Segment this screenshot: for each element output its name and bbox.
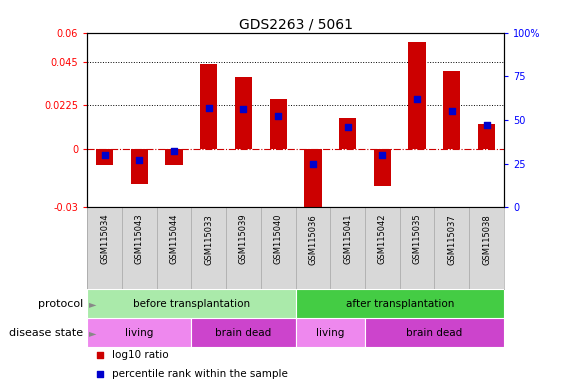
Bar — [296, 290, 504, 318]
Point — [169, 148, 178, 154]
Bar — [469, 207, 504, 290]
Text: before transplantation: before transplantation — [133, 299, 250, 309]
Bar — [330, 207, 365, 290]
Bar — [122, 207, 157, 290]
Text: GSM115040: GSM115040 — [274, 214, 283, 264]
Bar — [87, 318, 191, 347]
Point — [204, 105, 213, 111]
Text: after transplantation: after transplantation — [346, 299, 454, 309]
Text: protocol: protocol — [38, 299, 83, 309]
Bar — [365, 318, 504, 347]
Point — [309, 161, 318, 167]
Text: GSM115035: GSM115035 — [413, 214, 422, 265]
Bar — [235, 77, 252, 149]
Text: percentile rank within the sample: percentile rank within the sample — [112, 369, 288, 379]
Text: GSM115041: GSM115041 — [343, 214, 352, 264]
Bar — [87, 290, 296, 318]
Bar — [435, 207, 469, 290]
Bar — [191, 318, 296, 347]
Text: ►: ► — [90, 328, 97, 338]
Bar — [226, 207, 261, 290]
Point — [95, 371, 104, 377]
Text: GSM115039: GSM115039 — [239, 214, 248, 265]
Bar — [96, 149, 113, 165]
Point — [343, 124, 352, 130]
Bar — [270, 99, 287, 149]
Bar — [157, 207, 191, 290]
Bar — [408, 42, 426, 149]
Point — [135, 157, 144, 163]
Bar — [374, 149, 391, 186]
Point — [413, 96, 422, 102]
Text: GSM115033: GSM115033 — [204, 214, 213, 265]
Point — [482, 122, 491, 128]
Point — [100, 152, 109, 158]
Text: living: living — [125, 328, 154, 338]
Bar — [261, 207, 296, 290]
Text: log10 ratio: log10 ratio — [112, 350, 169, 360]
Bar — [191, 207, 226, 290]
Text: GSM115038: GSM115038 — [482, 214, 491, 265]
Title: GDS2263 / 5061: GDS2263 / 5061 — [239, 18, 352, 31]
Text: GSM115036: GSM115036 — [309, 214, 318, 265]
Bar — [304, 149, 321, 213]
Bar — [166, 149, 183, 165]
Bar — [87, 207, 122, 290]
Text: ►: ► — [90, 299, 97, 309]
Bar — [296, 318, 365, 347]
Bar — [365, 207, 400, 290]
Text: brain dead: brain dead — [216, 328, 271, 338]
Text: GSM115043: GSM115043 — [135, 214, 144, 265]
Point — [239, 106, 248, 113]
Point — [447, 108, 456, 114]
Text: brain dead: brain dead — [406, 328, 463, 338]
Text: living: living — [316, 328, 345, 338]
Text: GSM115037: GSM115037 — [448, 214, 456, 265]
Bar — [478, 124, 495, 149]
Point — [95, 352, 104, 358]
Bar — [296, 207, 330, 290]
Bar — [200, 64, 217, 149]
Text: GSM115044: GSM115044 — [169, 214, 178, 264]
Bar — [339, 118, 356, 149]
Text: disease state: disease state — [9, 328, 83, 338]
Text: GSM115042: GSM115042 — [378, 214, 387, 264]
Bar — [131, 149, 148, 184]
Bar — [400, 207, 435, 290]
Point — [378, 152, 387, 158]
Text: GSM115034: GSM115034 — [100, 214, 109, 265]
Point — [274, 113, 283, 119]
Bar — [443, 71, 461, 149]
